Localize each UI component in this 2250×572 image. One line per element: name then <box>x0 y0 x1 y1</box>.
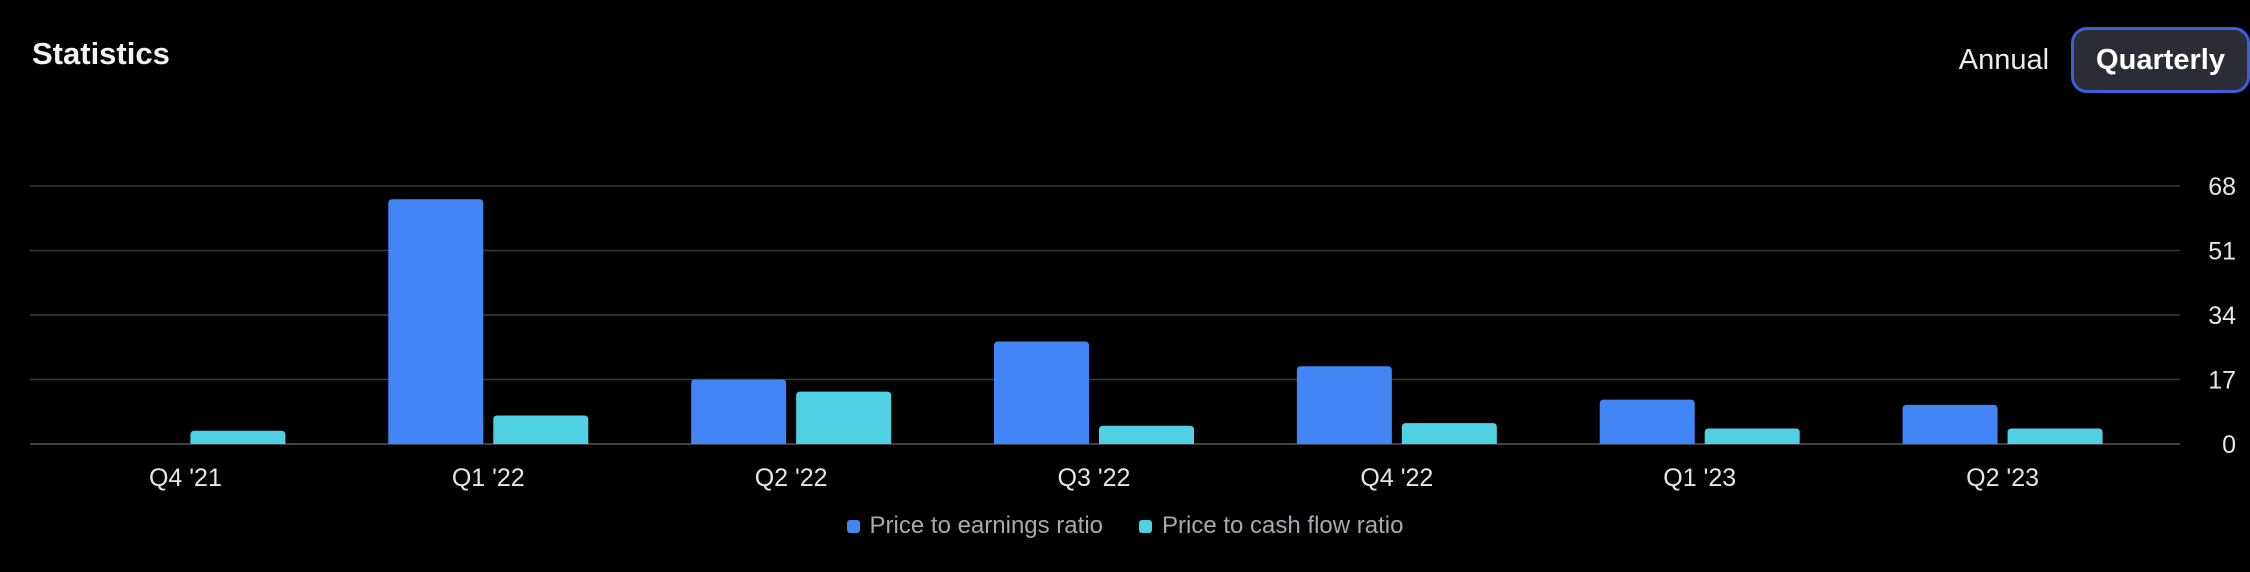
y-tick-label: 51 <box>2208 238 2236 266</box>
y-tick-label: 34 <box>2208 302 2236 330</box>
legend-label-pcf: Price to cash flow ratio <box>1162 512 1404 539</box>
bar-pe[interactable] <box>388 199 484 444</box>
bar-pcf[interactable] <box>493 415 589 444</box>
x-tick-label: Q2 '23 <box>1966 464 2039 492</box>
bar-pcf[interactable] <box>1401 423 1497 444</box>
chart-legend: Price to earnings ratio Price to cash fl… <box>0 512 2250 540</box>
x-tick-label: Q1 '22 <box>452 464 525 492</box>
bar-pcf[interactable] <box>1099 425 1194 444</box>
legend-label-pe: Price to earnings ratio <box>869 512 1103 539</box>
bar-pe[interactable] <box>1296 366 1392 444</box>
bar-pe[interactable] <box>994 341 1089 444</box>
annual-toggle-button[interactable]: Annual <box>1958 43 2050 76</box>
x-tick-label: Q3 '22 <box>1058 464 1131 492</box>
x-tick-label: Q1 '23 <box>1663 464 1736 492</box>
legend-swatch-pe <box>846 519 860 533</box>
x-tick-label: Q4 '22 <box>1360 464 1433 492</box>
y-tick-label: 17 <box>2208 367 2236 395</box>
page-title: Statistics <box>32 36 170 71</box>
period-toggle: Annual Quarterly <box>1937 24 2250 96</box>
bar-chart: 0 17 34 51 68 Q4 '21 Q1 '22 Q2 '22 Q3 '22 Q4 '22 Q… <box>30 173 2236 492</box>
legend-item-pcf[interactable]: Price to cash flow ratio <box>1139 512 1403 540</box>
y-tick-label: 0 <box>2222 431 2236 459</box>
x-tick-label: Q4 '21 <box>149 464 222 492</box>
bar-pe[interactable] <box>691 379 787 445</box>
bar-pcf[interactable] <box>796 391 892 444</box>
x-tick-label: Q2 '22 <box>755 464 828 492</box>
bar-pcf[interactable] <box>1704 428 1800 444</box>
bar-pe[interactable] <box>1599 399 1695 444</box>
bar-pcf[interactable] <box>2007 428 2103 444</box>
y-tick-label: 68 <box>2208 173 2236 201</box>
bar-pe[interactable] <box>1902 404 1998 444</box>
legend-swatch-pcf <box>1139 519 1152 533</box>
legend-item-pe[interactable]: Price to earnings ratio <box>846 512 1103 540</box>
quarterly-toggle-button[interactable]: Quarterly <box>2071 27 2250 93</box>
bar-pcf[interactable] <box>190 430 286 444</box>
